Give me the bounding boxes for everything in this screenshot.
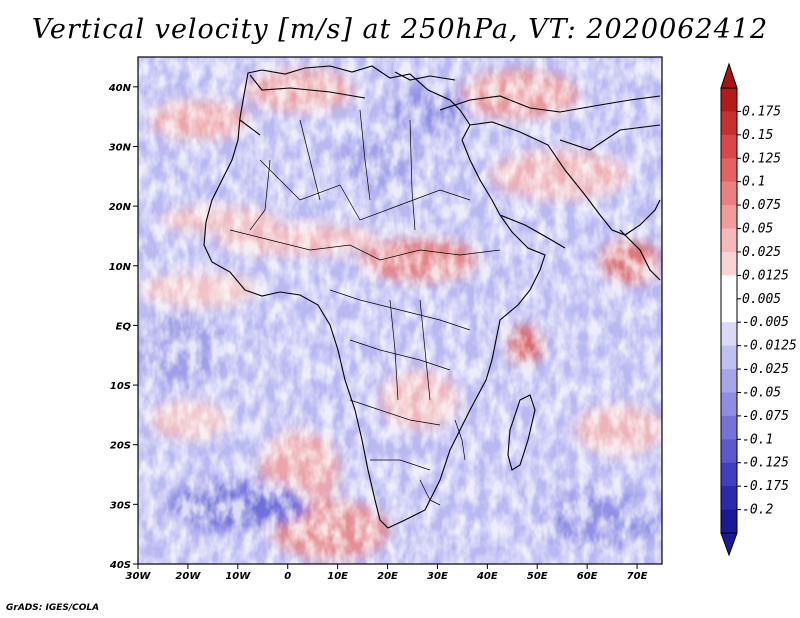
x-tick-label: 20E (377, 571, 398, 582)
colorbar-label: 0.005 (742, 292, 781, 307)
y-tick-label: 10S (110, 381, 131, 392)
colorbar-label: -0.2 (742, 503, 773, 518)
velocity-field (138, 57, 662, 564)
y-tick-label: 40N (108, 83, 132, 94)
colorbar-label: -0.175 (742, 479, 789, 494)
y-tick-label: 30S (110, 500, 131, 511)
y-tick-label: EQ (116, 321, 132, 332)
colorbar-swatch (721, 88, 737, 112)
colorbar-swatch (721, 158, 737, 183)
colorbar-swatch (721, 322, 737, 347)
colorbar-label: -0.075 (742, 409, 789, 424)
plot-frame (137, 56, 663, 565)
country-borders (229, 109, 501, 506)
colorbar-swatch (721, 369, 737, 393)
x-tick-label: 50E (527, 571, 548, 582)
colorbar-label: 0.025 (742, 245, 781, 260)
x-tick-label: 0 (284, 571, 291, 582)
x-tick-label: 70E (627, 571, 648, 582)
y-tick-label: 30N (109, 142, 132, 153)
colorbar-label: -0.05 (742, 385, 781, 400)
credit-text: GrADS: IGES/COLA (6, 603, 100, 613)
colorbar-swatch (721, 111, 737, 136)
colorbar-label: 0.125 (742, 151, 781, 166)
chart-title: Vertical velocity [m/s] at 250hPa, VT: 2… (31, 14, 769, 45)
x-tick-label: 30E (427, 571, 448, 582)
x-tick-label: 20W (175, 571, 201, 582)
x-tick-label: 10E (327, 571, 348, 582)
colorbar-label: 0.075 (742, 198, 781, 213)
map-figure: 30W 20W 10W 0 10E 20E 30E 40E 50E 60E 70E 40N 30N 20… (108, 56, 797, 582)
colorbar-label: -0.0125 (742, 339, 797, 354)
x-tick-label: 10W (225, 571, 251, 582)
colorbar-swatch (721, 509, 737, 534)
colorbar-swatch (721, 298, 737, 323)
x-tick-label: 40E (476, 571, 498, 582)
colorbar-label: 0.05 (742, 222, 773, 237)
colorbar-swatch (721, 228, 737, 253)
colorbar-swatch (721, 439, 737, 464)
colorbar-label: 0.1 (742, 175, 765, 190)
x-tick-label: 60E (577, 571, 598, 582)
colorbar-label: -0.025 (742, 362, 789, 377)
colorbar-label: 0.0125 (742, 268, 789, 283)
colorbar: 0.175 0.15 0.125 0.1 0.075 0.05 0.025 0.0125 0.0… (720, 62, 797, 557)
colorbar-label: -0.1 (742, 432, 773, 447)
x-tick-label: 30W (126, 571, 152, 582)
y-axis: 40N 30N 20N 10N EQ 10S 20S 30S 40S (108, 83, 138, 571)
y-tick-label: 20S (110, 441, 131, 452)
colorbar-swatch (721, 275, 737, 300)
colorbar-label: -0.005 (742, 315, 789, 330)
colorbar-swatch (721, 392, 737, 417)
colorbar-swatch (721, 462, 737, 487)
colorbar-swatch (721, 251, 737, 276)
colorbar-label: -0.125 (742, 456, 789, 471)
colorbar-swatch (721, 345, 737, 370)
y-tick-label: 20N (109, 202, 132, 213)
y-tick-label: 40S (109, 560, 131, 571)
colorbar-swatch (721, 205, 737, 230)
colorbar-swatch (721, 415, 737, 440)
y-tick-label: 10N (109, 262, 132, 273)
coastlines (203, 65, 661, 529)
colorbar-min-arrow (720, 532, 738, 557)
colorbar-swatch (721, 486, 737, 511)
colorbar-label: 0.175 (742, 104, 781, 119)
colorbar-label: 0.15 (742, 128, 773, 143)
colorbar-swatch (721, 134, 737, 159)
colorbar-max-arrow (720, 62, 738, 89)
x-axis: 30W 20W 10W 0 10E 20E 30E 40E 50E 60E 70E (126, 564, 648, 582)
colorbar-swatch (721, 181, 737, 206)
